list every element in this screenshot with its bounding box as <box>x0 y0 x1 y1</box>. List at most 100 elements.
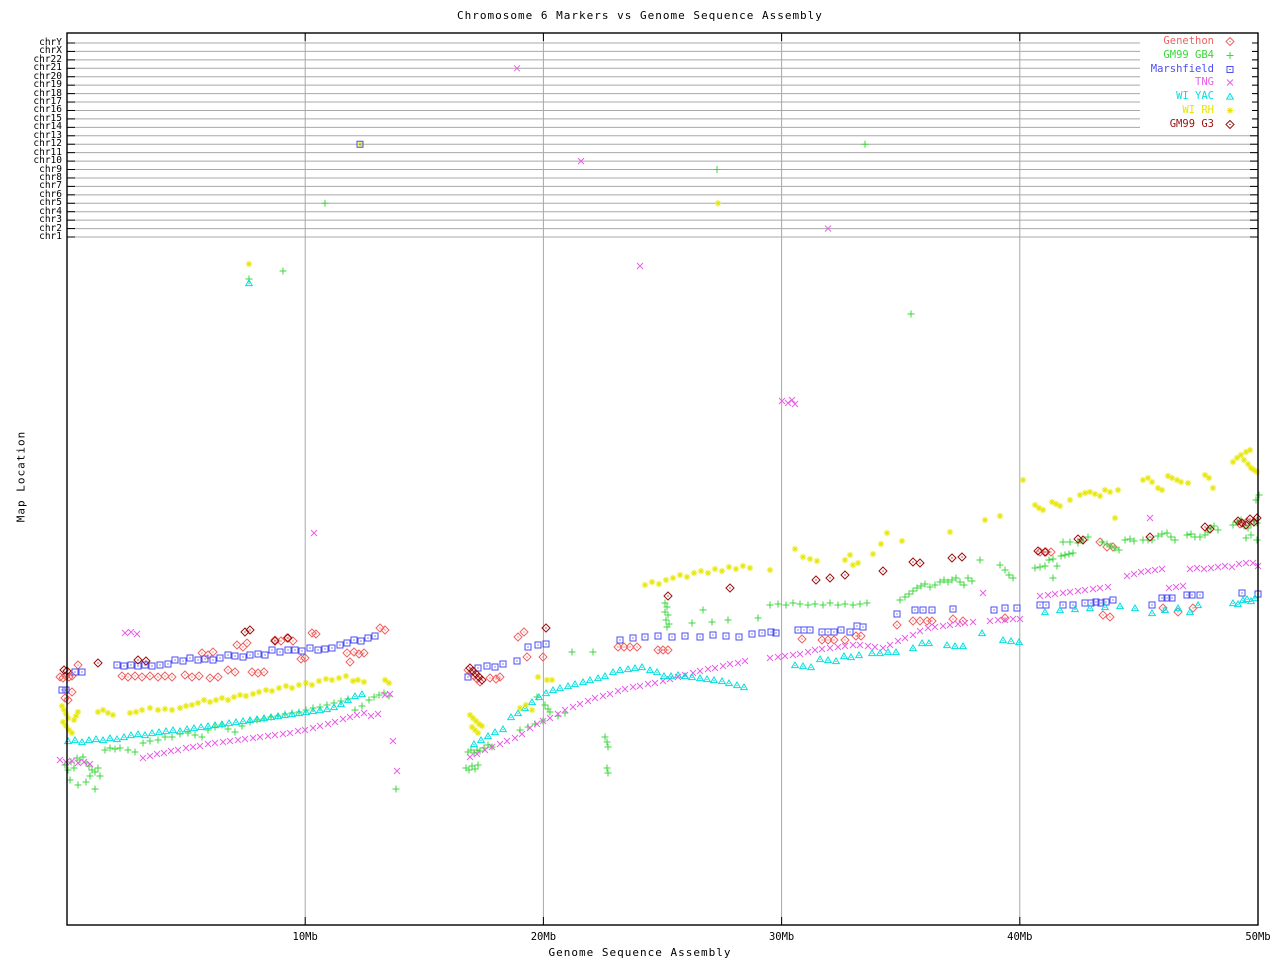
data-point <box>358 702 366 710</box>
data-point <box>1167 533 1175 541</box>
data-point <box>1049 574 1057 582</box>
series-wi-rh <box>58 260 1261 737</box>
data-point <box>816 655 824 663</box>
data-point <box>1084 533 1092 541</box>
data-point <box>209 656 217 664</box>
data-point <box>131 748 139 756</box>
data-point <box>710 676 718 684</box>
data-point <box>916 627 924 635</box>
chr-label-chr3: chr3 <box>39 214 62 226</box>
data-point <box>766 601 774 609</box>
data-point <box>71 668 79 676</box>
data-point <box>1105 612 1115 622</box>
data-point <box>571 680 579 688</box>
data-point <box>725 563 733 571</box>
data-point <box>519 627 529 637</box>
data-point <box>106 734 114 742</box>
data-point <box>268 687 276 695</box>
data-point <box>284 646 292 654</box>
data-point <box>111 745 119 753</box>
data-point <box>876 649 884 657</box>
data-point <box>364 634 372 642</box>
data-point <box>719 662 727 670</box>
data-point <box>855 651 863 659</box>
data-point <box>186 654 194 662</box>
data-point <box>788 396 796 404</box>
data-point <box>849 601 857 609</box>
data-point <box>604 743 612 751</box>
data-point <box>996 512 1004 520</box>
data-point <box>726 660 734 668</box>
data-point <box>139 754 147 762</box>
data-point <box>791 400 799 408</box>
chr-label-chr5: chr5 <box>39 197 62 209</box>
chart-title: Chromosome 6 Markers vs Genome Sequence … <box>457 9 823 22</box>
data-point <box>234 736 242 744</box>
data-point <box>133 630 141 638</box>
legend-symbol-genethon-icon <box>1225 37 1235 46</box>
data-point <box>1158 486 1166 494</box>
data-point <box>315 677 323 685</box>
data-point <box>342 672 350 680</box>
x-axis-label: Genome Sequence Assembly <box>548 946 732 959</box>
data-point <box>840 652 848 660</box>
data-point <box>832 657 840 665</box>
data-point <box>1053 562 1061 570</box>
data-point <box>613 642 623 652</box>
data-point <box>124 746 132 754</box>
data-point <box>616 666 624 674</box>
data-point <box>321 645 329 653</box>
data-point <box>892 648 900 656</box>
data-point <box>1146 514 1154 522</box>
data-point <box>137 672 147 682</box>
data-point <box>513 657 521 665</box>
data-point <box>591 694 599 702</box>
data-point <box>1193 564 1201 572</box>
data-point <box>722 632 730 640</box>
data-point <box>892 620 902 630</box>
data-point <box>231 728 239 736</box>
data-point <box>291 646 299 654</box>
data-point <box>148 662 156 670</box>
data-point <box>224 651 232 659</box>
data-point <box>208 647 218 657</box>
data-point <box>964 574 972 582</box>
data-point <box>863 599 871 607</box>
data-point <box>781 652 789 660</box>
data-point <box>1194 601 1202 609</box>
data-point <box>1158 565 1166 573</box>
data-point <box>732 565 740 573</box>
data-point <box>651 679 659 687</box>
legend-item-tng: TNG <box>1140 76 1252 89</box>
legend-label: WI RH <box>1182 104 1214 116</box>
data-point <box>979 589 987 597</box>
data-point <box>915 558 925 568</box>
data-point <box>789 599 797 607</box>
data-point <box>883 529 891 537</box>
data-point <box>392 785 400 793</box>
chr-label-chr4: chr4 <box>39 205 62 217</box>
data-point <box>713 165 721 174</box>
data-point <box>601 672 609 680</box>
data-point <box>264 732 272 740</box>
data-point <box>187 672 197 682</box>
data-point <box>226 737 234 745</box>
data-point <box>161 705 169 713</box>
chr-label-chr22: chr22 <box>33 53 62 65</box>
data-point <box>1044 591 1052 599</box>
data-point <box>374 710 382 718</box>
data-point <box>307 628 317 638</box>
data-point <box>589 648 597 656</box>
data-point <box>996 561 1004 569</box>
data-point <box>614 687 622 695</box>
data-point <box>854 559 862 567</box>
data-point <box>99 706 107 714</box>
data-point <box>901 634 909 642</box>
data-point <box>1183 531 1191 539</box>
data-point <box>1001 604 1009 612</box>
legend-item-gm99-g3: GM99 G3 <box>1140 118 1252 131</box>
data-point <box>806 555 814 563</box>
data-point <box>584 697 592 705</box>
axes-frame-layer <box>66 32 1259 926</box>
